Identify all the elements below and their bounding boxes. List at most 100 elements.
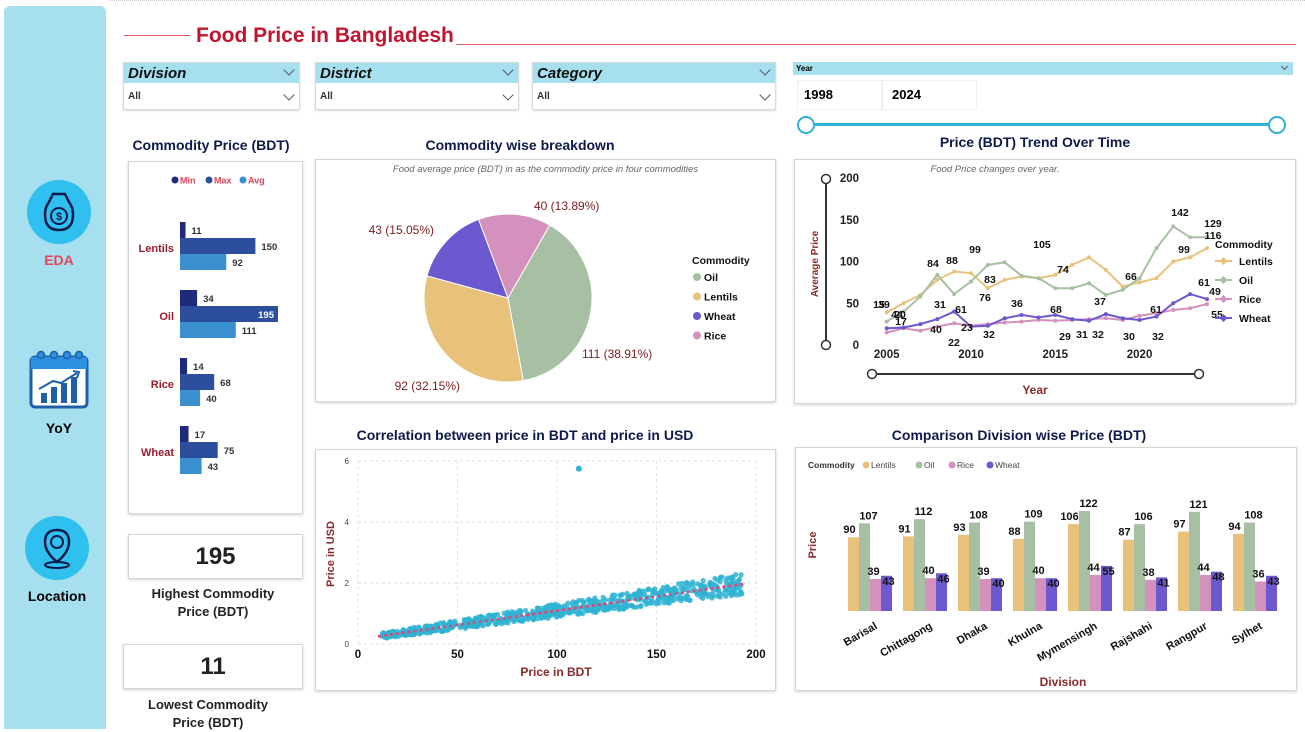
point-oil-2023	[1188, 235, 1193, 240]
point-oil-2014	[1036, 276, 1041, 281]
point-oil-2022	[1171, 224, 1176, 229]
chevron-down-icon[interactable]	[502, 89, 514, 101]
chevron-down-icon[interactable]	[1280, 62, 1289, 71]
nav-label-yoy: YoY	[45, 420, 73, 436]
nav-label-eda: EDA	[44, 252, 74, 268]
scatter-point	[638, 602, 644, 609]
chevron-down-icon[interactable]	[759, 64, 771, 76]
point-oil-2011	[985, 262, 990, 267]
scatter-point	[575, 611, 582, 617]
point-wheat-2012	[1002, 316, 1007, 321]
division-bar-lentils-mymensingh	[1068, 524, 1079, 611]
scatter-point	[658, 596, 665, 602]
line-data-label: 129	[1204, 218, 1222, 230]
point-lentils-2005	[884, 310, 889, 315]
trend-title: Price (BDT) Trend Over Time	[939, 134, 1131, 150]
point-lentils-2024	[1205, 246, 1209, 251]
value-label-avg-oil: 111	[242, 326, 258, 337]
point-wheat-2020	[1137, 317, 1142, 322]
trend-subtitle: Food Price changes over year.	[930, 164, 1060, 175]
point-oil-2005	[884, 319, 889, 324]
scatter-point	[687, 597, 693, 603]
year-slicer[interactable]: Year 1998 2024	[793, 62, 1293, 116]
division-bar-rice-khulna	[1035, 578, 1046, 611]
line-data-label: 31	[1076, 329, 1088, 341]
line-data-label: 32	[1152, 331, 1164, 343]
scatter-point	[648, 599, 655, 606]
point-wheat-2021	[1154, 314, 1159, 319]
scatter-point	[495, 611, 501, 618]
division-legend-dot-wheat	[986, 461, 994, 469]
division-bar-lentils-barisal	[848, 537, 859, 611]
year-slicer-label: Year	[796, 64, 813, 73]
line-data-label: 37	[1094, 296, 1106, 308]
highest-price-label-line2: Price (BDT)	[177, 604, 249, 619]
point-oil-2006	[901, 309, 906, 314]
chevron-down-icon[interactable]	[283, 64, 295, 76]
value-label-max-oil: 195	[258, 310, 275, 321]
y-tick-50: 50	[846, 298, 859, 310]
scatter-point	[569, 601, 575, 607]
line-legend-marker-rice	[1219, 295, 1228, 303]
commodity-price-panel: Min Max Avg Lentils 11 150 92 Oil 34 195 111 Rice 14…	[128, 161, 303, 514]
line-data-label: 84	[927, 258, 939, 270]
nav-item-eda[interactable]: $ EDA	[8, 180, 110, 268]
line-data-label: 99	[969, 244, 981, 256]
division-category-dhaka: Dhaka	[955, 620, 990, 647]
category-label-oil: Oil	[159, 311, 174, 323]
category-slicer[interactable]: Category All	[532, 62, 776, 110]
nav-item-location[interactable]: Location	[6, 516, 108, 604]
year-range-handle-start[interactable]	[797, 116, 815, 134]
line-data-label: 76	[979, 292, 991, 304]
point-wheat-2005	[884, 326, 889, 331]
district-slicer[interactable]: District All	[315, 62, 519, 110]
scatter-point	[519, 618, 525, 624]
scatter-point	[738, 572, 744, 578]
line-legend-marker-lentils	[1219, 257, 1228, 265]
year-range-handle-end[interactable]	[1268, 116, 1286, 134]
division-value-rice-barisal: 39	[867, 566, 879, 578]
x-tick-2005: 2005	[874, 349, 900, 361]
division-slicer[interactable]: Division All	[123, 62, 300, 110]
year-to-input[interactable]: 2024	[881, 80, 977, 110]
category-label-lentils: Lentils	[139, 243, 174, 255]
division-value-wheat-khulna: 40	[1047, 578, 1059, 590]
scatter-point	[608, 604, 614, 610]
scatter-point	[694, 592, 700, 598]
division-bar-rice-sylhet	[1255, 581, 1266, 611]
commodity-price-title: Commodity Price (BDT)	[132, 137, 290, 153]
scatter-point	[596, 606, 602, 612]
chevron-down-icon[interactable]	[759, 89, 771, 101]
bar-min-wheat	[180, 426, 189, 442]
scatter-point	[462, 625, 468, 631]
division-bar-rice-dhaka	[980, 579, 991, 611]
line-data-label: 116	[1205, 230, 1222, 242]
pie-slice-rice	[477, 213, 551, 300]
pie-legend-dot-rice	[693, 331, 701, 340]
point-rice-2008	[935, 324, 940, 329]
point-wheat-2022	[1171, 301, 1176, 306]
point-rice-2013	[1019, 319, 1024, 324]
chevron-down-icon[interactable]	[502, 64, 514, 76]
division-bar-wheat-rajshahi	[1156, 577, 1167, 611]
pie-legend-label-oil: Oil	[704, 272, 718, 284]
pie-subtitle: Food average price (BDT) in as the commo…	[392, 164, 699, 175]
nav-item-yoy[interactable]: YoY	[8, 346, 110, 436]
scatter-point	[680, 595, 686, 602]
legend-dot-max	[205, 176, 213, 184]
chevron-down-icon[interactable]	[283, 89, 295, 101]
scatter-point	[447, 619, 453, 625]
year-from-input[interactable]: 1998	[797, 80, 883, 110]
scatter-point	[498, 618, 504, 625]
division-value-lentils-khulna: 88	[1008, 526, 1020, 538]
point-wheat-2024	[1205, 297, 1209, 302]
division-category-sylhet: Sylhet	[1230, 620, 1265, 647]
year-range-track[interactable]	[803, 123, 1275, 126]
point-lentils-2012	[1002, 277, 1007, 282]
scatter-point	[395, 633, 402, 639]
division-value-oil-khulna: 109	[1024, 509, 1042, 521]
y-tick-0: 0	[345, 640, 350, 649]
price-tag-icon: $	[27, 180, 91, 244]
division-value-oil-barisal: 107	[859, 510, 877, 522]
y-tick-0: 0	[853, 340, 859, 352]
